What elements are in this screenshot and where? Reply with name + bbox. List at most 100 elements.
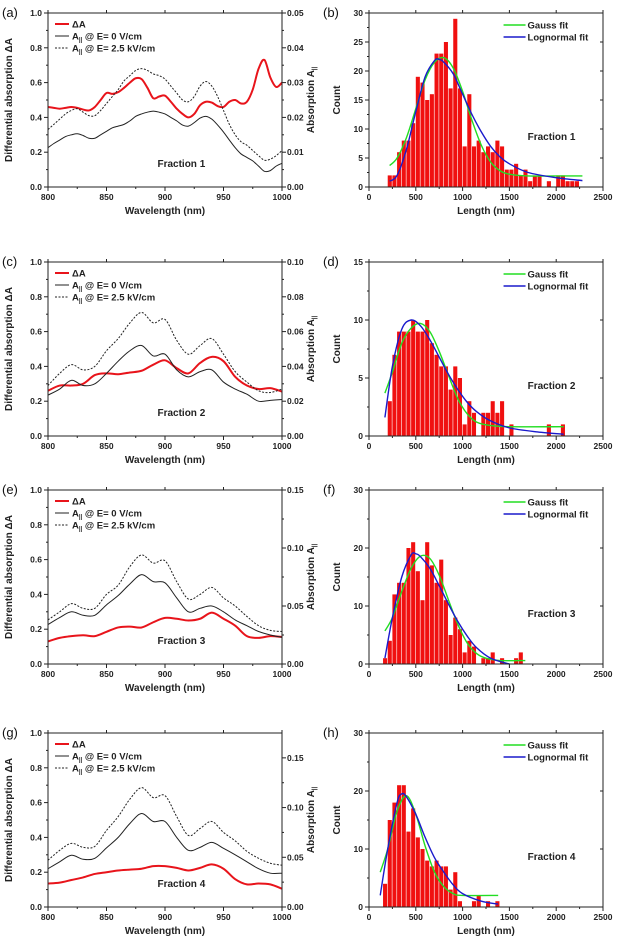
histogram-bar bbox=[546, 424, 551, 436]
y-tick-label: 1.0 bbox=[30, 8, 42, 18]
histogram-bar bbox=[500, 146, 505, 187]
y2-title-main: Absorption A bbox=[306, 70, 317, 133]
panel-g: (g)ΔAA|| @ E= 0 V/cmA|| @ E= 2.5 kV/cm80… bbox=[2, 725, 318, 937]
histogram-bar bbox=[420, 82, 425, 187]
y-tick-label: 0.6 bbox=[30, 555, 42, 565]
y-tick-label: 0.4 bbox=[30, 361, 42, 371]
legend-label: Lognormal fit bbox=[528, 510, 590, 521]
histogram-bar bbox=[415, 571, 420, 664]
legend-main: ΔA bbox=[72, 740, 86, 751]
histogram-bar bbox=[387, 401, 392, 436]
y2-tick-label: 0.02 bbox=[287, 112, 304, 122]
x-tick-label: 2500 bbox=[594, 912, 613, 922]
fraction-label: Fraction 3 bbox=[528, 609, 576, 620]
y2-tick-label: 0.10 bbox=[287, 543, 304, 553]
y-tick-label: 30 bbox=[354, 728, 364, 738]
histogram-bar bbox=[397, 331, 402, 436]
histogram-bar bbox=[415, 837, 420, 907]
y2-tick-label: 0.05 bbox=[287, 8, 304, 18]
panel-label: (f) bbox=[323, 482, 335, 497]
histogram-bar bbox=[425, 100, 430, 187]
histogram-bar bbox=[574, 181, 579, 187]
histogram-bar bbox=[528, 181, 533, 187]
y-tick-label: 0.2 bbox=[30, 624, 42, 634]
legend-label: Lognormal fit bbox=[528, 753, 590, 764]
histogram-bar bbox=[546, 181, 551, 187]
x-tick-label: 2000 bbox=[547, 912, 566, 922]
y2-tick-label: 0.00 bbox=[287, 431, 304, 441]
histogram-bar bbox=[448, 88, 453, 187]
y2-tick-label: 0.10 bbox=[287, 803, 304, 813]
histogram-bar bbox=[518, 652, 523, 664]
panel-label: (c) bbox=[2, 254, 17, 269]
histogram-bar bbox=[556, 175, 561, 187]
fit-curve-gauss bbox=[389, 56, 583, 177]
x-tick-label: 500 bbox=[409, 669, 423, 679]
histogram-bar bbox=[406, 331, 411, 436]
histogram-bar bbox=[401, 331, 406, 436]
y-tick-label: 10 bbox=[354, 315, 364, 325]
y-tick-label: 30 bbox=[354, 485, 364, 495]
y2-tick-label: 0.05 bbox=[287, 601, 304, 611]
y-tick-label: 0.8 bbox=[30, 520, 42, 530]
x-tick-label: 1500 bbox=[500, 912, 519, 922]
series-line-2 bbox=[47, 311, 283, 394]
histogram-bar bbox=[420, 331, 425, 436]
y-tick-label: 0.6 bbox=[30, 327, 42, 337]
histogram-bar bbox=[509, 169, 514, 187]
y-tick-label: 1.0 bbox=[30, 728, 42, 738]
y2-tick-label: 0.15 bbox=[287, 753, 304, 763]
legend-sub: || bbox=[79, 770, 83, 776]
x-tick-label: 0 bbox=[367, 192, 372, 202]
legend-sub: || bbox=[79, 287, 83, 293]
y2-title-main: Absorption A bbox=[306, 547, 317, 610]
x-tick-label: 1500 bbox=[500, 192, 519, 202]
series-line-2 bbox=[47, 68, 283, 161]
histogram-bar bbox=[518, 175, 523, 187]
y2-tick-label: 0.01 bbox=[287, 147, 304, 157]
y-axis-title: Differential absorption ΔA bbox=[4, 758, 15, 882]
histogram-bar bbox=[429, 94, 434, 187]
y2-tick-label: 0.10 bbox=[287, 257, 304, 267]
histogram-bar bbox=[481, 152, 486, 187]
histogram-bar bbox=[490, 652, 495, 664]
fit-curve-lognormal bbox=[379, 792, 499, 905]
y-axis-title: Count bbox=[332, 85, 343, 115]
y-tick-label: 0 bbox=[358, 902, 363, 912]
series-line-2 bbox=[47, 787, 283, 866]
x-tick-label: 0 bbox=[367, 912, 372, 922]
legend-main: A bbox=[72, 44, 79, 55]
y2-tick-label: 0.08 bbox=[287, 292, 304, 302]
legend-rest: @ E= 2.5 kV/cm bbox=[82, 521, 155, 532]
histogram-bar bbox=[439, 366, 444, 436]
legend-label: A|| @ E= 0 V/cm bbox=[72, 509, 142, 521]
panel-label: (b) bbox=[323, 5, 339, 20]
histogram-bar bbox=[486, 901, 491, 907]
panel-e: (e)ΔAA|| @ E= 0 V/cmA|| @ E= 2.5 kV/cm80… bbox=[2, 482, 318, 694]
fit-curve-gauss bbox=[384, 554, 526, 662]
histogram-bar bbox=[415, 76, 420, 187]
histogram-bar bbox=[457, 378, 462, 436]
y-axis-title: Count bbox=[332, 562, 343, 592]
x-tick-label: 2500 bbox=[594, 441, 613, 451]
histogram-bar bbox=[471, 146, 477, 187]
series-line-1 bbox=[47, 110, 283, 173]
histogram-bar bbox=[387, 820, 392, 907]
y2-title-main: Absorption A bbox=[306, 790, 317, 853]
x-tick-label: 1000 bbox=[273, 912, 292, 922]
x-axis-title: Wavelength (nm) bbox=[125, 206, 205, 217]
y-tick-label: 25 bbox=[354, 37, 364, 47]
legend-main: ΔA bbox=[72, 20, 86, 31]
x-tick-label: 950 bbox=[216, 912, 230, 922]
x-tick-label: 900 bbox=[158, 669, 172, 679]
histogram-bar bbox=[401, 140, 406, 187]
panel-a: (a)ΔAA|| @ E= 0 V/cmA|| @ E= 2.5 kV/cm80… bbox=[2, 5, 318, 217]
y-axis-title: Count bbox=[332, 805, 343, 835]
fit-curve-lognormal bbox=[384, 552, 510, 665]
y-tick-label: 0.4 bbox=[30, 112, 42, 122]
histogram-bar bbox=[486, 146, 491, 187]
histogram-bar bbox=[429, 343, 434, 436]
